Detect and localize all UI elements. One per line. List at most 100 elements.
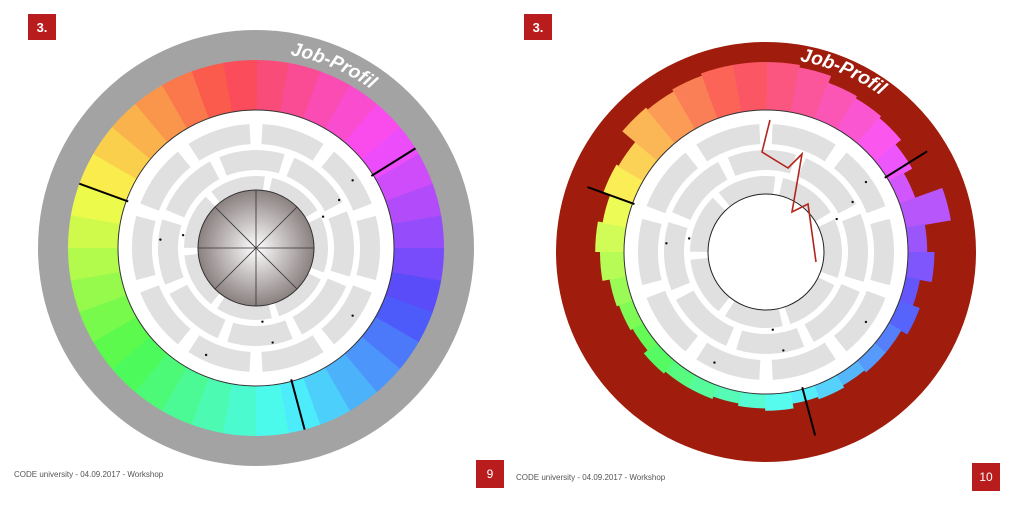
grey-panel: [132, 215, 156, 281]
marker-dot: [181, 233, 185, 237]
grey-panel: [356, 215, 380, 281]
profile-segment: [603, 164, 644, 204]
grey-panel: [169, 284, 226, 339]
marker-dot: [851, 200, 854, 204]
panel-rings: [638, 124, 894, 380]
profile-segment: [609, 275, 633, 307]
wheel-group: Job-Profil: [556, 42, 976, 462]
grey-panel: [321, 151, 372, 211]
profile-segment: [813, 374, 845, 400]
grey-panel: [798, 158, 857, 214]
profile-segment: [857, 117, 902, 162]
profile-segment: [190, 377, 233, 434]
grey-panel: [690, 257, 731, 312]
profile-segment: [905, 224, 928, 253]
grey-panel: [261, 124, 324, 161]
marker-dot: [771, 328, 774, 331]
profile-segment: [836, 360, 865, 386]
profile-segment: [93, 126, 151, 179]
slide-9: 3. Job-Profil CODE university - 04.09.20…: [14, 14, 504, 488]
profile-segment: [687, 374, 718, 399]
grey-panel: [724, 299, 783, 328]
profile-segment: [391, 248, 444, 282]
profile-segment: [222, 383, 256, 436]
marker-dot: [271, 341, 274, 344]
footer-text: CODE university - 04.09.2017 - Workshop: [14, 470, 164, 479]
grey-panel: [292, 278, 347, 335]
grey-panel: [664, 222, 690, 291]
divider-line: [587, 186, 635, 206]
profile-segment: [68, 214, 121, 248]
marker-dot: [351, 179, 354, 182]
center-circle: [707, 193, 825, 311]
profile-segment: [899, 187, 951, 229]
grey-panel: [646, 290, 699, 352]
profile-segment: [375, 295, 433, 343]
marker-dot: [864, 320, 868, 324]
marker-dot: [782, 349, 785, 352]
profile-segment: [191, 62, 233, 119]
inner-border: [623, 109, 909, 395]
profile-segment: [223, 60, 257, 113]
profile-segment: [646, 91, 696, 144]
profile-segment: [905, 252, 935, 283]
profile-segment: [790, 67, 832, 119]
profile-segment: [766, 62, 800, 113]
profile-line: [761, 119, 817, 263]
grey-panel: [804, 284, 860, 343]
profile-segment: [135, 84, 188, 143]
profile-segment: [874, 143, 913, 182]
grey-panel: [672, 161, 728, 220]
profile-segment: [738, 391, 766, 409]
grey-panel: [736, 328, 805, 355]
grey-panel: [771, 342, 836, 380]
divider-line: [290, 379, 306, 430]
grey-panel: [184, 196, 220, 248]
job-profile-wheel: Job-Profil: [38, 30, 474, 466]
grey-panel: [188, 124, 251, 161]
marker-dot: [159, 238, 162, 241]
grey-panel: [188, 335, 251, 372]
profile-segment: [303, 71, 351, 129]
profile-segment: [385, 271, 442, 314]
grey-panel: [842, 213, 868, 282]
profile-segment: [888, 172, 916, 205]
profile-segment: [664, 360, 695, 388]
grey-panel: [140, 285, 191, 345]
grey-panel: [675, 290, 734, 346]
divider-line: [370, 147, 416, 177]
divider-line: [78, 182, 129, 203]
grey-panel: [833, 152, 886, 214]
color-segments: [595, 62, 951, 411]
divider-line: [884, 150, 928, 179]
grey-panel: [696, 124, 761, 162]
profile-segment: [361, 127, 420, 180]
profile-segment: [111, 103, 168, 160]
marker-dot: [713, 361, 716, 364]
profile-segment: [733, 62, 767, 113]
profile-segment: [856, 343, 886, 373]
profile-segment: [765, 391, 794, 411]
profile-segment: [344, 103, 401, 160]
color-segments: [68, 60, 444, 437]
profile-segment: [325, 85, 378, 143]
profile-segment: [618, 299, 644, 331]
grey-panel: [184, 253, 224, 305]
profile-segment: [632, 322, 658, 351]
profile-segment: [344, 336, 401, 393]
profile-segment: [68, 247, 121, 281]
page-number: 9: [476, 460, 504, 488]
grey-panel: [267, 177, 318, 221]
marker-dot: [261, 320, 264, 323]
center-spoke: [214, 247, 257, 290]
slide-10: 3. Job-Profil CODE university - 04.09.20…: [512, 0, 1024, 506]
grey-panel: [140, 151, 191, 211]
profile-segment: [279, 62, 322, 119]
marker-dot: [864, 180, 868, 184]
profile-segment: [70, 271, 127, 313]
grey-panel: [696, 342, 761, 380]
grey-panel: [646, 152, 699, 214]
grey-panel: [727, 150, 796, 176]
grey-panel: [771, 124, 836, 162]
profile-segment: [602, 194, 633, 228]
